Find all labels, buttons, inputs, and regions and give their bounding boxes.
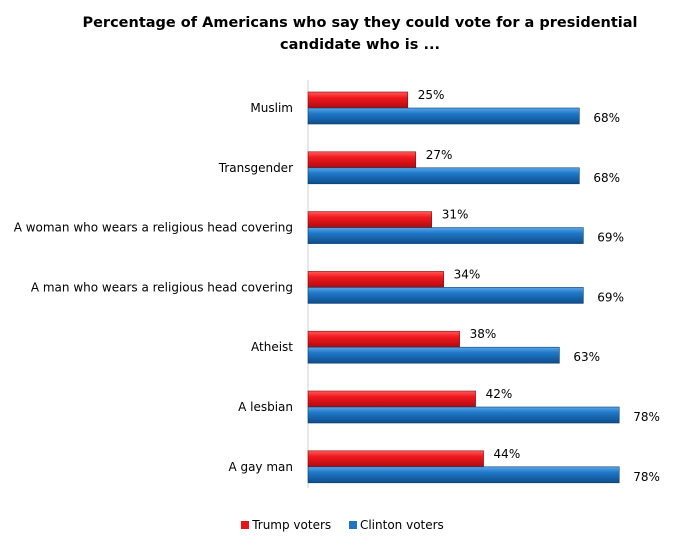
data-label-clinton: 68% xyxy=(593,111,620,125)
data-label-trump: 38% xyxy=(470,327,497,341)
bar-clinton xyxy=(307,227,584,244)
bar-clinton xyxy=(307,287,584,304)
data-label-trump: 44% xyxy=(494,447,521,461)
bar-clinton xyxy=(307,466,620,484)
legend-item-trump: Trump voters xyxy=(241,518,331,532)
legend-label-clinton: Clinton voters xyxy=(359,518,444,532)
category-label: Transgender xyxy=(218,161,293,175)
bar-trump xyxy=(307,450,484,468)
bar-trump xyxy=(307,390,476,408)
bar-trump xyxy=(307,91,409,109)
data-label-trump: 34% xyxy=(454,267,481,281)
data-label-trump: 31% xyxy=(442,208,469,222)
data-label-trump: 27% xyxy=(426,148,453,162)
category-label: A lesbian xyxy=(238,400,293,414)
legend-label-trump: Trump voters xyxy=(252,518,332,532)
bar-clinton xyxy=(307,107,580,125)
data-label-clinton: 69% xyxy=(597,290,624,304)
legend-swatch-trump xyxy=(241,521,250,529)
category-label: A woman who wears a religious head cover… xyxy=(14,221,293,235)
category-label: Atheist xyxy=(251,340,293,354)
legend: Trump voters Clinton voters xyxy=(0,518,685,532)
category-label: Muslim xyxy=(250,101,293,115)
bar-trump xyxy=(307,211,432,228)
chart-title: Percentage of Americans who say they cou… xyxy=(82,15,638,53)
bar-clinton xyxy=(307,167,580,185)
bar-trump xyxy=(307,151,417,169)
category-label: A man who wears a religious head coverin… xyxy=(31,280,293,294)
data-label-clinton: 78% xyxy=(633,410,660,424)
bar-clinton xyxy=(307,406,620,424)
legend-swatch-clinton xyxy=(348,521,357,529)
category-label: A gay man xyxy=(228,460,293,474)
bar-trump xyxy=(307,330,460,348)
data-label-trump: 42% xyxy=(486,387,513,401)
data-label-clinton: 69% xyxy=(597,231,624,245)
data-label-clinton: 63% xyxy=(573,350,600,364)
bar-trump xyxy=(307,271,444,288)
bar-clinton xyxy=(307,346,560,364)
legend-item-clinton: Clinton voters xyxy=(348,518,444,532)
data-label-trump: 25% xyxy=(418,88,445,102)
data-label-clinton: 78% xyxy=(633,470,660,484)
data-label-clinton: 68% xyxy=(593,171,620,185)
